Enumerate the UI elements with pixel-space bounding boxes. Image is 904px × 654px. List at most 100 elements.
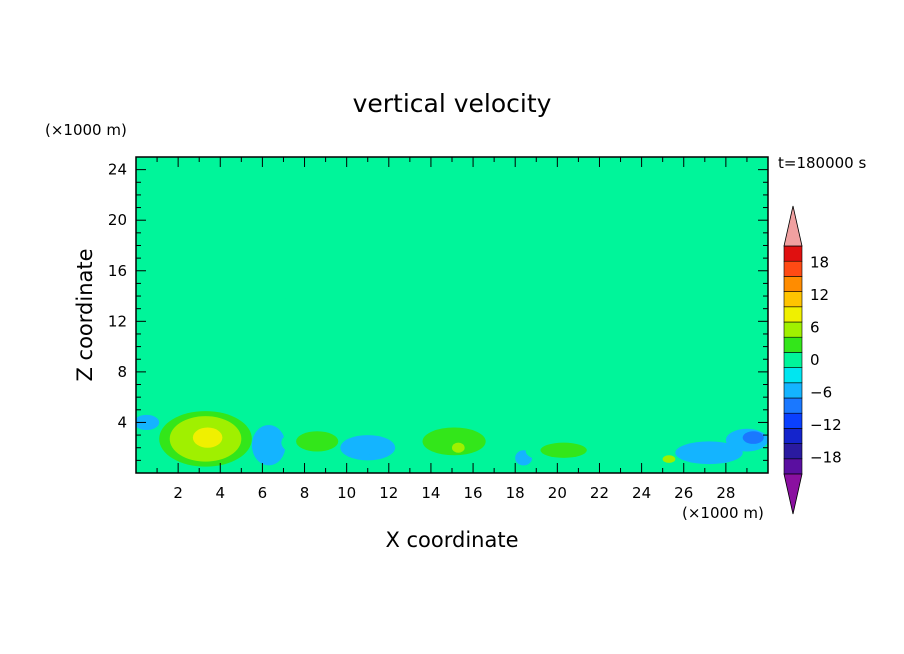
colorbar-segment [783,321,803,338]
contour-band [146,380,273,394]
colorbar-segment [783,245,803,262]
contour-band [578,264,768,283]
colorbar-tick-label: −18 [810,449,842,467]
contour-band [546,378,684,391]
colorbar-segment [783,397,803,414]
y-tick-label: 24 [108,161,127,179]
y-axis-title: Z coordinate [73,248,97,381]
colorbar-under-arrow [783,473,803,515]
contour-cell [742,431,764,444]
contour-cell [452,442,465,453]
contour-band [515,161,632,171]
contour-band [515,405,642,415]
contour-band [262,214,431,231]
contour-band [315,160,421,169]
contour-cell [422,427,486,456]
colorbar-segment [783,367,803,384]
x-tick-label: 26 [674,484,693,502]
contour-band [283,295,463,312]
x-tick-label: 22 [590,484,609,502]
colorbar-tick-label: 0 [810,351,820,369]
contour-band [652,286,768,298]
colorbar-segment [783,382,803,399]
colorbar-segment [783,291,803,308]
contour-band [599,346,768,362]
colorbar-segment [783,306,803,323]
x-tick-label: 28 [716,484,735,502]
x-unit-label: (×1000 m) [682,504,764,522]
chart-title: vertical velocity [353,89,552,118]
contour-band [304,179,558,195]
contour-band [148,194,252,209]
contour-cell [251,424,286,466]
contour-band [251,328,421,345]
x-tick-label: 20 [548,484,567,502]
x-tick-label: 12 [379,484,398,502]
contour-cell [540,442,587,458]
x-tick-label: 2 [173,484,183,502]
x-tick-label: 4 [215,484,225,502]
x-tick-label: 8 [300,484,310,502]
colorbar-over-arrow [783,205,803,247]
colorbar-segment [783,458,803,475]
contour-band [346,407,474,418]
contour-band [209,405,337,415]
contour-band [441,326,610,342]
contour-band [409,354,579,369]
colorbar-tick-label: 6 [810,318,820,336]
x-tick-label: 6 [258,484,268,502]
colorbar-tick-label: −12 [810,416,842,434]
colorbar-segment [783,276,803,292]
x-axis-title: X coordinate [385,528,518,552]
x-tick-label: 24 [632,484,651,502]
colorbar-segment [783,443,803,460]
contour-band [199,261,316,275]
contour-band [336,265,495,277]
contour-band [144,162,242,173]
colorbar-tick-label: −6 [810,384,832,402]
y-tick-label: 16 [108,262,127,280]
x-tick-label: 10 [337,484,356,502]
contour-band [140,320,242,335]
y-tick-label: 20 [108,211,127,229]
y-tick-label: 4 [117,413,127,431]
contour-band [146,289,263,303]
colorbar-tick-label: 18 [810,253,829,271]
colorbar-segment [783,260,803,277]
y-unit-label: (×1000 m) [45,121,127,139]
y-tick-label: 12 [108,312,127,330]
x-tick-label: 16 [464,484,483,502]
colorbar-segment [783,412,803,429]
contour-band [462,213,537,228]
contour-cell [136,414,160,431]
time-label: t=180000 s [778,154,866,172]
contour-field [136,157,768,473]
contour-cell [352,445,375,456]
contour-cell [192,427,223,448]
colorbar-tick-label: 12 [810,286,829,304]
contour-band [683,388,768,401]
contour-band [588,182,716,197]
contour-cell [675,441,743,465]
colorbar-segment [783,428,803,444]
contour-band [140,232,273,246]
contour-band [420,383,537,396]
x-axis: 2 4 6 8 10 12 14 16 18 20 22 24 26 28 [156,157,748,502]
colorbar-segment [783,336,803,353]
colorbar: 18 12 6 0 −6 −12 −18 [783,205,842,515]
contour-band [262,356,389,372]
contour-cell [662,455,676,463]
x-tick-label: 14 [421,484,440,502]
contour-band [357,237,589,254]
x-tick-label: 18 [506,484,525,502]
contour-band [294,384,400,400]
contour-band [620,320,768,338]
contour-band [142,353,252,365]
contour-band [631,208,768,223]
colorbar-segment [783,352,803,368]
y-axis: 4 8 12 16 20 24 [108,161,768,461]
contour-band [494,297,642,315]
contour-cell [296,431,339,452]
